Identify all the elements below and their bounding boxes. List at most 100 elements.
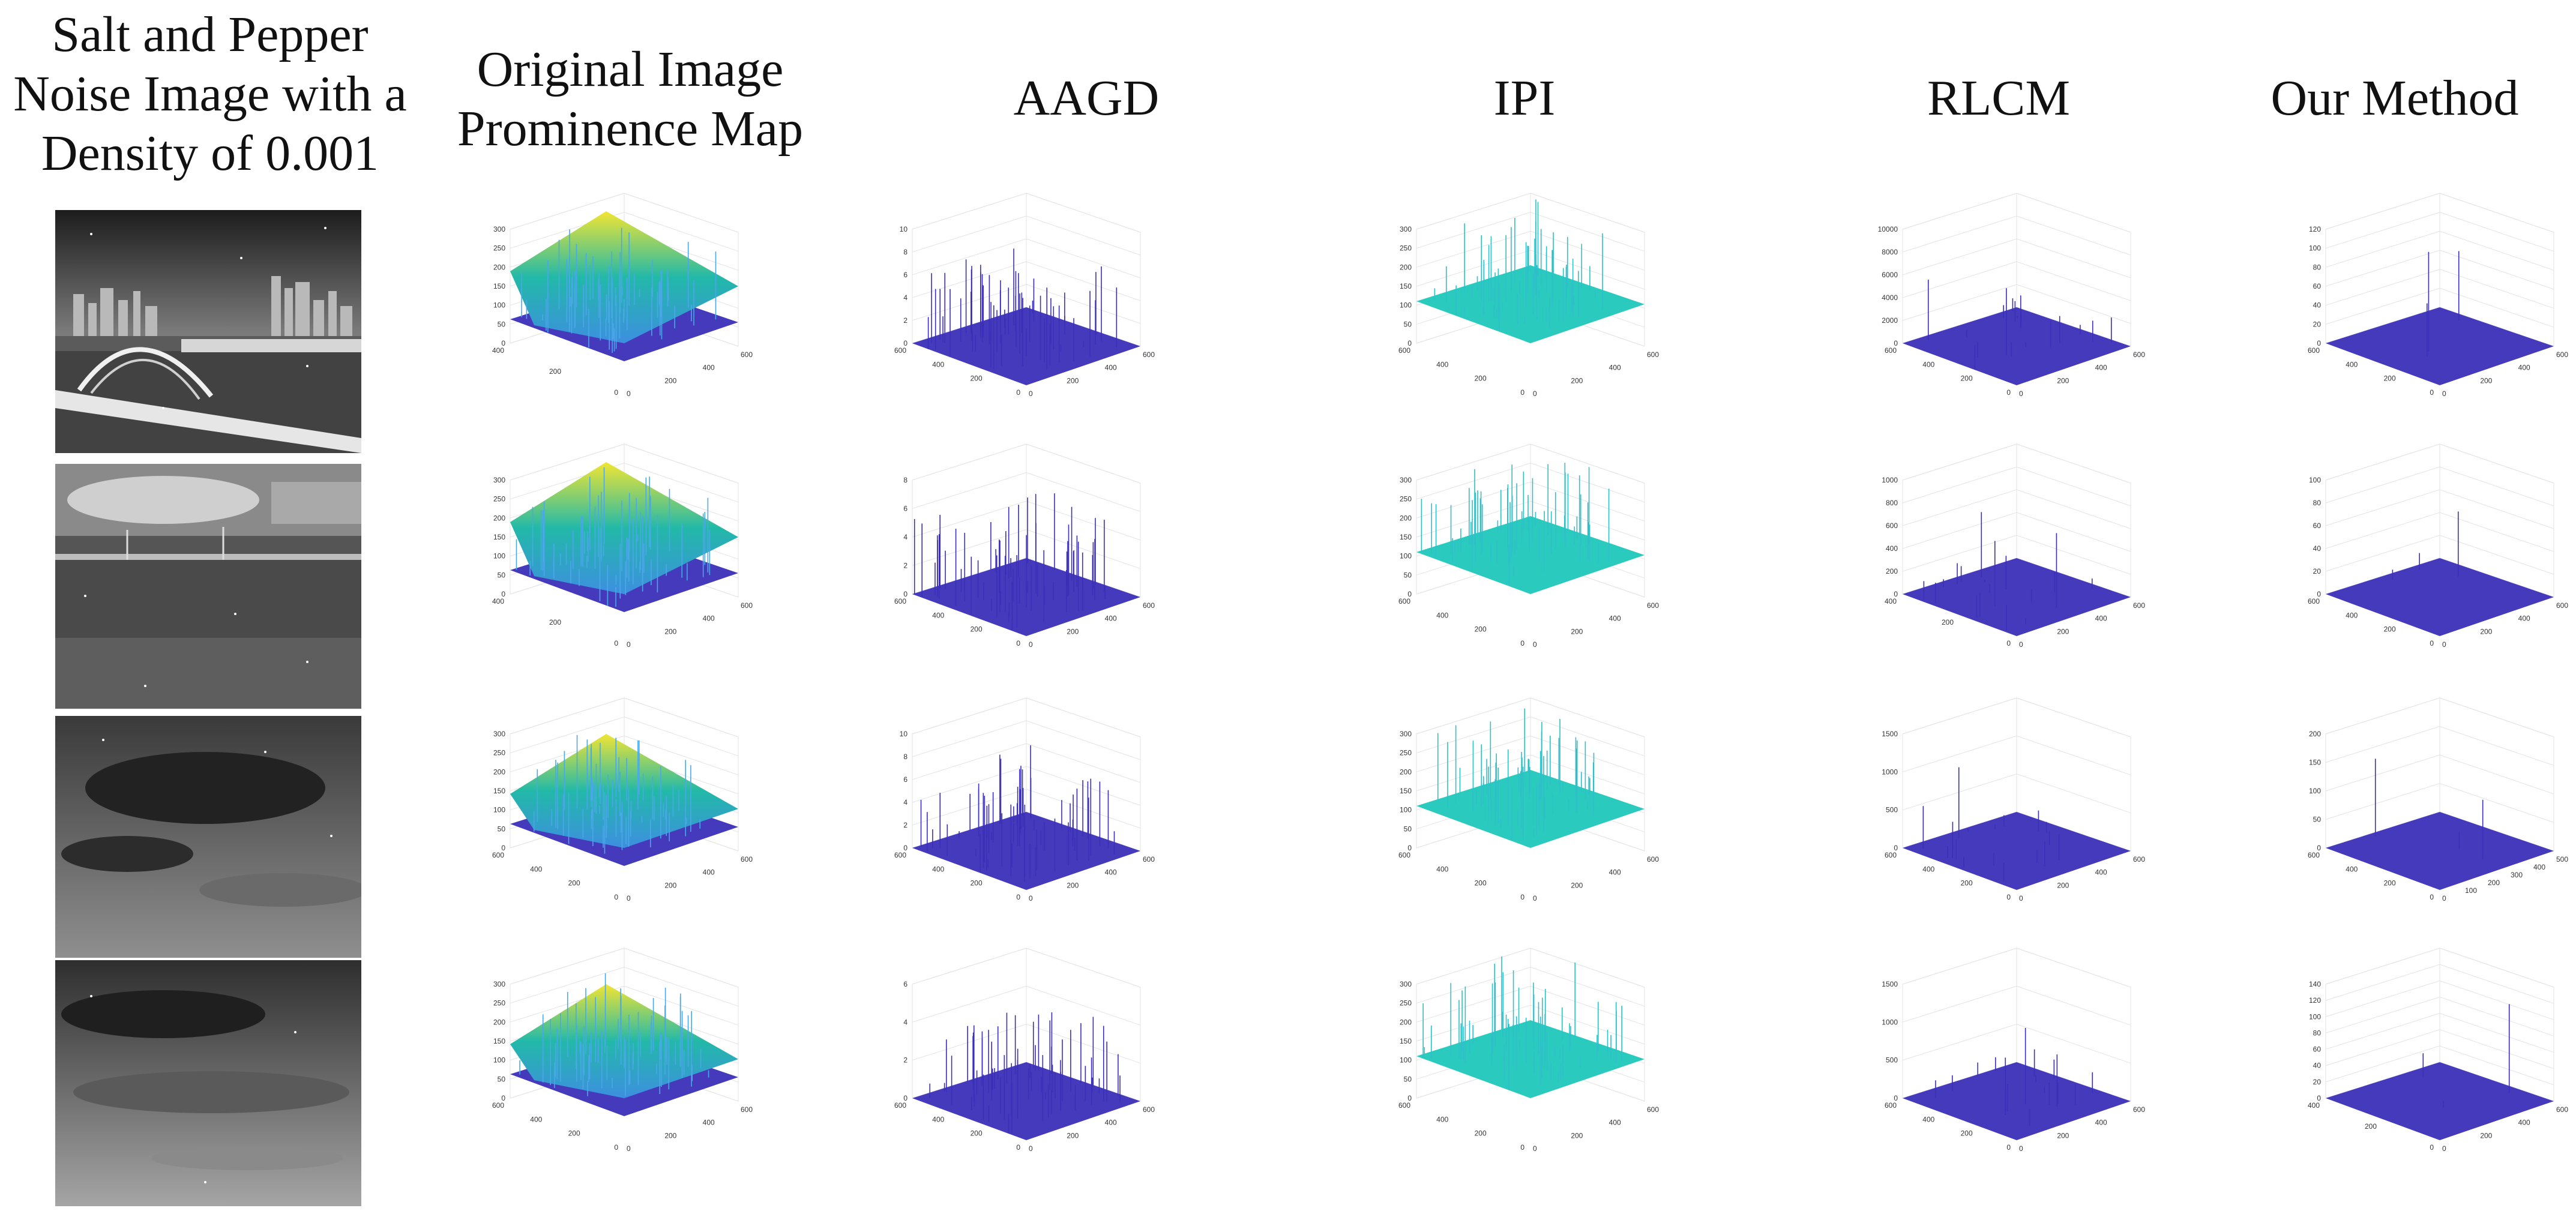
x-tick: 0 bbox=[1533, 640, 1537, 649]
header-ipi: IPI bbox=[1493, 70, 1556, 126]
x-tick: 600 bbox=[2556, 1105, 2568, 1114]
y-tick: 400 bbox=[2346, 360, 2358, 368]
y-tick: 200 bbox=[971, 1129, 983, 1138]
plot-ipi-row4: 300 250 200 150 100 50 0 0 200 400 600 0 200 400 600 bbox=[1362, 948, 1699, 1217]
z-tick: 60 bbox=[2313, 282, 2322, 290]
plot-original-image-prominence-map-row4: 300 250 200 150 100 50 0 0 200 400 600 0 200 400 600 bbox=[456, 948, 792, 1217]
x-tick: 400 bbox=[2533, 863, 2545, 871]
x-tick: 100 bbox=[2465, 886, 2477, 895]
y-tick: 0 bbox=[2430, 639, 2434, 648]
y-tick: 400 bbox=[1922, 865, 1934, 873]
z-tick: 50 bbox=[1404, 1075, 1412, 1083]
z-tick: 200 bbox=[1400, 1018, 1412, 1026]
y-tick: 600 bbox=[2308, 346, 2320, 355]
grid-line bbox=[912, 720, 1141, 760]
z-tick: 0 bbox=[1407, 1094, 1412, 1102]
x-tick: 200 bbox=[664, 1131, 676, 1140]
x-tick: 0 bbox=[627, 894, 631, 903]
grid-line bbox=[912, 193, 1141, 233]
z-tick: 0 bbox=[501, 339, 505, 347]
y-tick: 200 bbox=[568, 879, 580, 888]
x-tick: 600 bbox=[2133, 855, 2145, 864]
z-tick: 10000 bbox=[1878, 225, 1898, 233]
z-tick: 500 bbox=[1886, 806, 1898, 814]
z-tick: 200 bbox=[1400, 514, 1412, 522]
x-tick: 600 bbox=[1647, 601, 1659, 610]
plot-rlcm-row1: 10000 8000 6000 4000 2000 0 0 200 400 600 0 200 400 6… bbox=[1849, 193, 2185, 463]
y-tick: 400 bbox=[1436, 611, 1448, 619]
y-tick: 0 bbox=[1520, 639, 1524, 648]
z-tick: 0 bbox=[1894, 590, 1898, 598]
grid-line bbox=[1416, 985, 1645, 1026]
y-tick: 200 bbox=[971, 374, 983, 383]
plot-ipi-row1: 300 250 200 150 100 50 0 0 200 400 600 0 200 400 600 bbox=[1362, 193, 1699, 463]
x-tick: 600 bbox=[1143, 855, 1155, 864]
z-tick: 4 bbox=[903, 1018, 907, 1026]
z-tick: 250 bbox=[493, 999, 505, 1008]
z-tick: 60 bbox=[2313, 521, 2322, 530]
grid-line bbox=[912, 948, 1141, 988]
z-tick: 100 bbox=[1400, 806, 1412, 814]
x-tick: 200 bbox=[2480, 376, 2492, 385]
z-tick: 8 bbox=[903, 753, 907, 761]
z-tick: 0 bbox=[1407, 844, 1412, 852]
surface bbox=[2326, 812, 2554, 890]
y-tick: 0 bbox=[2430, 1143, 2434, 1152]
input-image-3 bbox=[55, 716, 361, 958]
grid-line bbox=[2325, 980, 2554, 1020]
surface-plot: 1000080006000400020000020040060002004006… bbox=[1878, 193, 2145, 398]
grid-line bbox=[1902, 489, 2131, 529]
z-tick: 6 bbox=[903, 980, 907, 988]
z-tick: 50 bbox=[498, 1075, 506, 1083]
y-tick: 400 bbox=[492, 597, 504, 605]
input-image-1 bbox=[55, 210, 361, 453]
grid-line bbox=[2325, 512, 2554, 552]
z-tick: 0 bbox=[1894, 1094, 1898, 1102]
grid-line bbox=[2325, 212, 2554, 252]
z-tick: 800 bbox=[1886, 499, 1898, 507]
y-tick: 200 bbox=[568, 1129, 580, 1138]
plot-aagd-row2: 8 6 4 2 0 0 200 400 600 0 200 400 600 bbox=[858, 443, 1194, 714]
z-tick: 2000 bbox=[1882, 316, 1898, 325]
x-tick: 200 bbox=[1571, 1131, 1583, 1140]
grid-line bbox=[1902, 215, 2131, 256]
y-tick: 600 bbox=[2308, 851, 2320, 859]
surface bbox=[1903, 1062, 2131, 1140]
y-tick: 200 bbox=[1961, 374, 1973, 383]
header-aagd: AAGD bbox=[1013, 70, 1160, 126]
z-tick: 0 bbox=[903, 1094, 907, 1102]
z-tick: 1000 bbox=[1882, 476, 1898, 484]
grid-line bbox=[1416, 230, 1645, 271]
z-tick: 4 bbox=[903, 293, 907, 302]
x-tick: 400 bbox=[703, 615, 715, 623]
grid-line bbox=[2325, 1013, 2554, 1053]
grid-line bbox=[912, 215, 1141, 256]
x-tick: 200 bbox=[1067, 881, 1079, 889]
grid-line bbox=[1416, 717, 1645, 757]
z-tick: 1000 bbox=[1882, 768, 1898, 776]
grid-line bbox=[1416, 250, 1645, 290]
grid-line bbox=[510, 443, 739, 484]
header-original: Original Image Prominence Map bbox=[457, 41, 804, 157]
z-tick: 120 bbox=[2309, 225, 2321, 233]
grid-line bbox=[2325, 697, 2554, 738]
z-tick: 200 bbox=[493, 1018, 505, 1026]
x-tick: 0 bbox=[2442, 640, 2446, 649]
x-tick: 600 bbox=[1143, 601, 1155, 610]
z-tick: 250 bbox=[1400, 244, 1412, 253]
grid-line bbox=[1416, 948, 1645, 988]
grid-line bbox=[1902, 193, 2131, 233]
y-tick: 600 bbox=[1885, 851, 1897, 859]
header-ours: Our Method bbox=[2271, 70, 2519, 126]
x-tick: 200 bbox=[664, 376, 676, 385]
grid-line bbox=[510, 193, 739, 233]
y-tick: 600 bbox=[492, 1101, 504, 1110]
surface bbox=[2326, 1062, 2554, 1140]
grid-line bbox=[2325, 193, 2554, 233]
z-tick: 6000 bbox=[1882, 271, 1898, 279]
